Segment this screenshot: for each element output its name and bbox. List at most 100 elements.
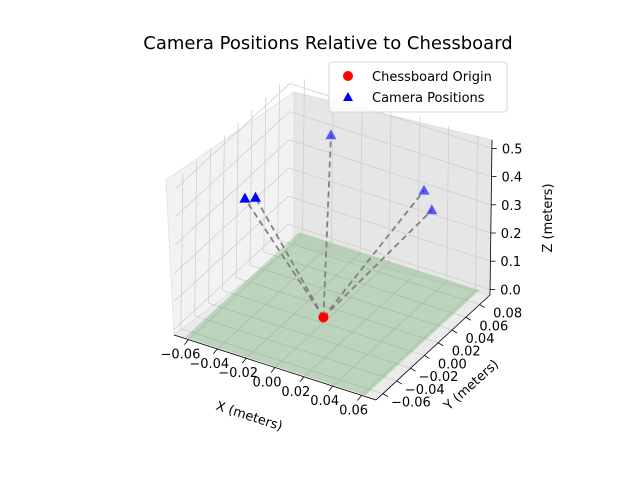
y-grid-left-5 — [249, 109, 253, 266]
x-axis-label: X (meters) — [214, 399, 284, 435]
camera-position-marker-3 — [418, 184, 430, 195]
camera-position-marker-2 — [325, 129, 337, 140]
legend-camera-label: Camera Positions — [372, 91, 485, 106]
x-tick-label-1: −0.04 — [189, 357, 229, 372]
y-tick-1 — [396, 380, 402, 385]
z-grid-left-1 — [174, 195, 289, 302]
z-grid-left-5 — [175, 83, 291, 189]
axes-panes — [165, 91, 493, 401]
tick-marks — [184, 148, 497, 401]
y-tick-7 — [479, 304, 485, 308]
z-grid-back-3 — [289, 139, 492, 206]
camera-position-marker-4 — [426, 204, 438, 215]
z-axis-line — [489, 139, 493, 296]
y-grid-floor-4 — [236, 277, 439, 344]
z-grid-back-4 — [289, 111, 492, 178]
chessboard-plane-surface — [185, 232, 480, 396]
y-grid-floor-6 — [263, 251, 466, 318]
y-axis-line — [375, 294, 491, 401]
y-grid-left-6 — [263, 97, 267, 253]
gridlines — [173, 79, 493, 396]
y-tick-label-2: −0.02 — [419, 370, 459, 385]
x-grid-back-3 — [388, 107, 392, 263]
connector-line-3 — [322, 190, 425, 318]
x-tick-label-3: 0.00 — [253, 376, 282, 391]
y-grid-left-0 — [180, 173, 184, 329]
y-grid-floor-1 — [194, 315, 397, 382]
y-grid-left-1 — [194, 160, 198, 316]
connector-line-0 — [244, 198, 325, 318]
y-grid-floor-2 — [208, 302, 411, 369]
y-grid-left-7 — [277, 84, 281, 240]
y-tick-label-4: 0.02 — [452, 345, 481, 360]
connector-line-2 — [322, 135, 332, 318]
x-grid-floor-3 — [274, 262, 390, 368]
y-grid-floor-0 — [180, 328, 384, 395]
x-tick-4 — [299, 376, 305, 383]
z-tick-label-5: 0.5 — [502, 142, 523, 157]
y-tick-4 — [437, 342, 444, 347]
legend-origin-marker — [343, 71, 353, 81]
y-grid-left-2 — [208, 148, 211, 304]
z-grid-left-2 — [174, 167, 290, 274]
x-tick-3 — [270, 367, 276, 373]
z-grid-left-3 — [174, 139, 290, 246]
x-tick-label-5: 0.04 — [310, 394, 339, 409]
legend-box — [328, 61, 508, 113]
x-grid-floor-5 — [332, 280, 447, 387]
z-grid-back-5 — [289, 83, 493, 149]
chessboard-origin-marker — [318, 312, 329, 323]
x-tick-1 — [212, 348, 218, 355]
tick-labels: −0.06−0.04−0.020.000.020.040.06−0.06−0.0… — [161, 142, 523, 418]
x-grid-back-2 — [359, 98, 363, 254]
data-points — [239, 129, 438, 323]
y-tick-label-7: 0.08 — [493, 307, 522, 322]
camera-position-marker-0 — [239, 192, 251, 203]
x-tick-label-2: −0.02 — [218, 366, 258, 381]
connector-lines — [244, 135, 433, 318]
x-tick-5 — [328, 385, 334, 392]
y-tick-5 — [451, 329, 458, 334]
y-tick-label-1: −0.04 — [405, 383, 445, 398]
x-tick-label-6: 0.06 — [339, 403, 368, 418]
y-tick-6 — [465, 316, 472, 321]
chart-title: Camera Positions Relative to Chessboard — [143, 33, 512, 54]
y-tick-label-5: 0.04 — [466, 332, 495, 347]
x-grid-floor-4 — [303, 271, 419, 378]
x-tick-label-0: −0.06 — [161, 348, 201, 363]
connector-line-1 — [254, 197, 325, 318]
z-tick-label-3: 0.3 — [501, 199, 522, 214]
z-tick-label-2: 0.2 — [501, 227, 522, 242]
z-grid-back-1 — [288, 195, 491, 262]
y-grid-floor-7 — [277, 239, 480, 305]
y-grid-floor-3 — [222, 290, 425, 356]
y-tick-label-3: 0.00 — [438, 357, 467, 372]
x-grid-floor-6 — [361, 290, 476, 396]
x-tick-0 — [184, 339, 189, 345]
x-grid-floor-1 — [217, 243, 332, 350]
y-tick-2 — [410, 367, 416, 372]
y-tick-0 — [382, 393, 389, 397]
x-grid-back-0 — [302, 79, 305, 235]
z-grid-left-0 — [173, 224, 289, 330]
y-tick-label-0: −0.06 — [391, 396, 431, 411]
x-tick-6 — [357, 395, 362, 401]
x-grid-floor-0 — [188, 234, 303, 340]
z-grid-left-4 — [175, 111, 290, 217]
camera-position-marker-1 — [250, 191, 261, 202]
connector-line-4 — [322, 209, 433, 318]
chessboard-plane — [185, 232, 480, 396]
x-grid-back-6 — [475, 135, 478, 291]
y-grid-floor-5 — [249, 264, 453, 331]
y-grid-left-4 — [235, 122, 239, 278]
z-tick-label-1: 0.1 — [500, 255, 521, 270]
x-tick-label-4: 0.02 — [281, 385, 310, 400]
y-tick-3 — [424, 355, 430, 359]
x-grid-back-1 — [330, 88, 334, 244]
legend-origin-label: Chessboard Origin — [372, 70, 492, 85]
legend-camera-marker — [343, 92, 353, 101]
z-tick-label-0: 0.0 — [500, 283, 521, 298]
z-grid-back-0 — [287, 223, 491, 290]
z-tick-label-4: 0.4 — [502, 171, 523, 186]
